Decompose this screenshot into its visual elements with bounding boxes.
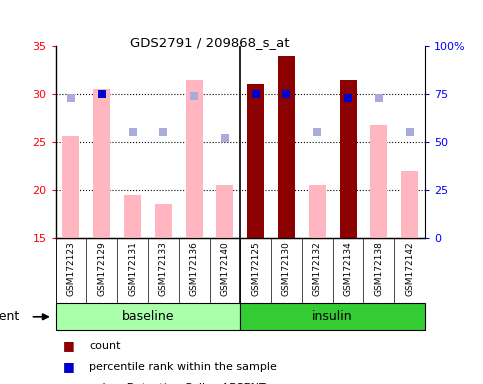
Text: insulin: insulin: [313, 310, 353, 323]
Bar: [216, 185, 233, 238]
Text: GSM172134: GSM172134: [343, 242, 353, 296]
Text: GSM172130: GSM172130: [282, 242, 291, 296]
Point: [190, 93, 198, 99]
Text: GSM172140: GSM172140: [220, 242, 229, 296]
Text: GSM172142: GSM172142: [405, 242, 414, 296]
Bar: [124, 195, 141, 238]
Bar: [247, 83, 264, 238]
Bar: [240, 303, 425, 330]
Bar: [401, 171, 418, 238]
Bar: [155, 204, 172, 238]
Bar: [309, 185, 326, 238]
Text: ■: ■: [63, 381, 74, 384]
Bar: [370, 125, 387, 238]
Text: ■: ■: [63, 360, 74, 373]
Text: percentile rank within the sample: percentile rank within the sample: [89, 362, 277, 372]
Text: agent: agent: [0, 310, 19, 323]
Text: ■: ■: [63, 339, 74, 352]
Text: count: count: [89, 341, 121, 351]
Bar: [185, 79, 202, 238]
Text: GSM172138: GSM172138: [374, 242, 384, 296]
Bar: [340, 79, 356, 238]
Point: [98, 91, 106, 97]
Text: GDS2791 / 209868_s_at: GDS2791 / 209868_s_at: [130, 36, 290, 50]
Text: GSM172131: GSM172131: [128, 242, 137, 296]
Point: [159, 129, 167, 136]
Text: value, Detection Call = ABSENT: value, Detection Call = ABSENT: [89, 383, 266, 384]
Text: GSM172133: GSM172133: [159, 242, 168, 296]
Text: GSM172125: GSM172125: [251, 242, 260, 296]
Point: [252, 91, 259, 97]
Text: baseline: baseline: [122, 310, 174, 323]
Point: [313, 129, 321, 136]
Text: GSM172136: GSM172136: [190, 242, 199, 296]
Point: [406, 129, 413, 136]
Point: [283, 91, 290, 97]
Point: [128, 129, 136, 136]
Text: GSM172132: GSM172132: [313, 242, 322, 296]
Point: [221, 135, 229, 141]
Bar: [93, 89, 110, 238]
Bar: [62, 136, 79, 238]
Text: GSM172129: GSM172129: [97, 242, 106, 296]
Point: [67, 95, 75, 101]
Bar: [56, 303, 241, 330]
Point: [375, 95, 383, 101]
Text: GSM172123: GSM172123: [67, 242, 75, 296]
Bar: [278, 56, 295, 238]
Point: [344, 95, 352, 101]
